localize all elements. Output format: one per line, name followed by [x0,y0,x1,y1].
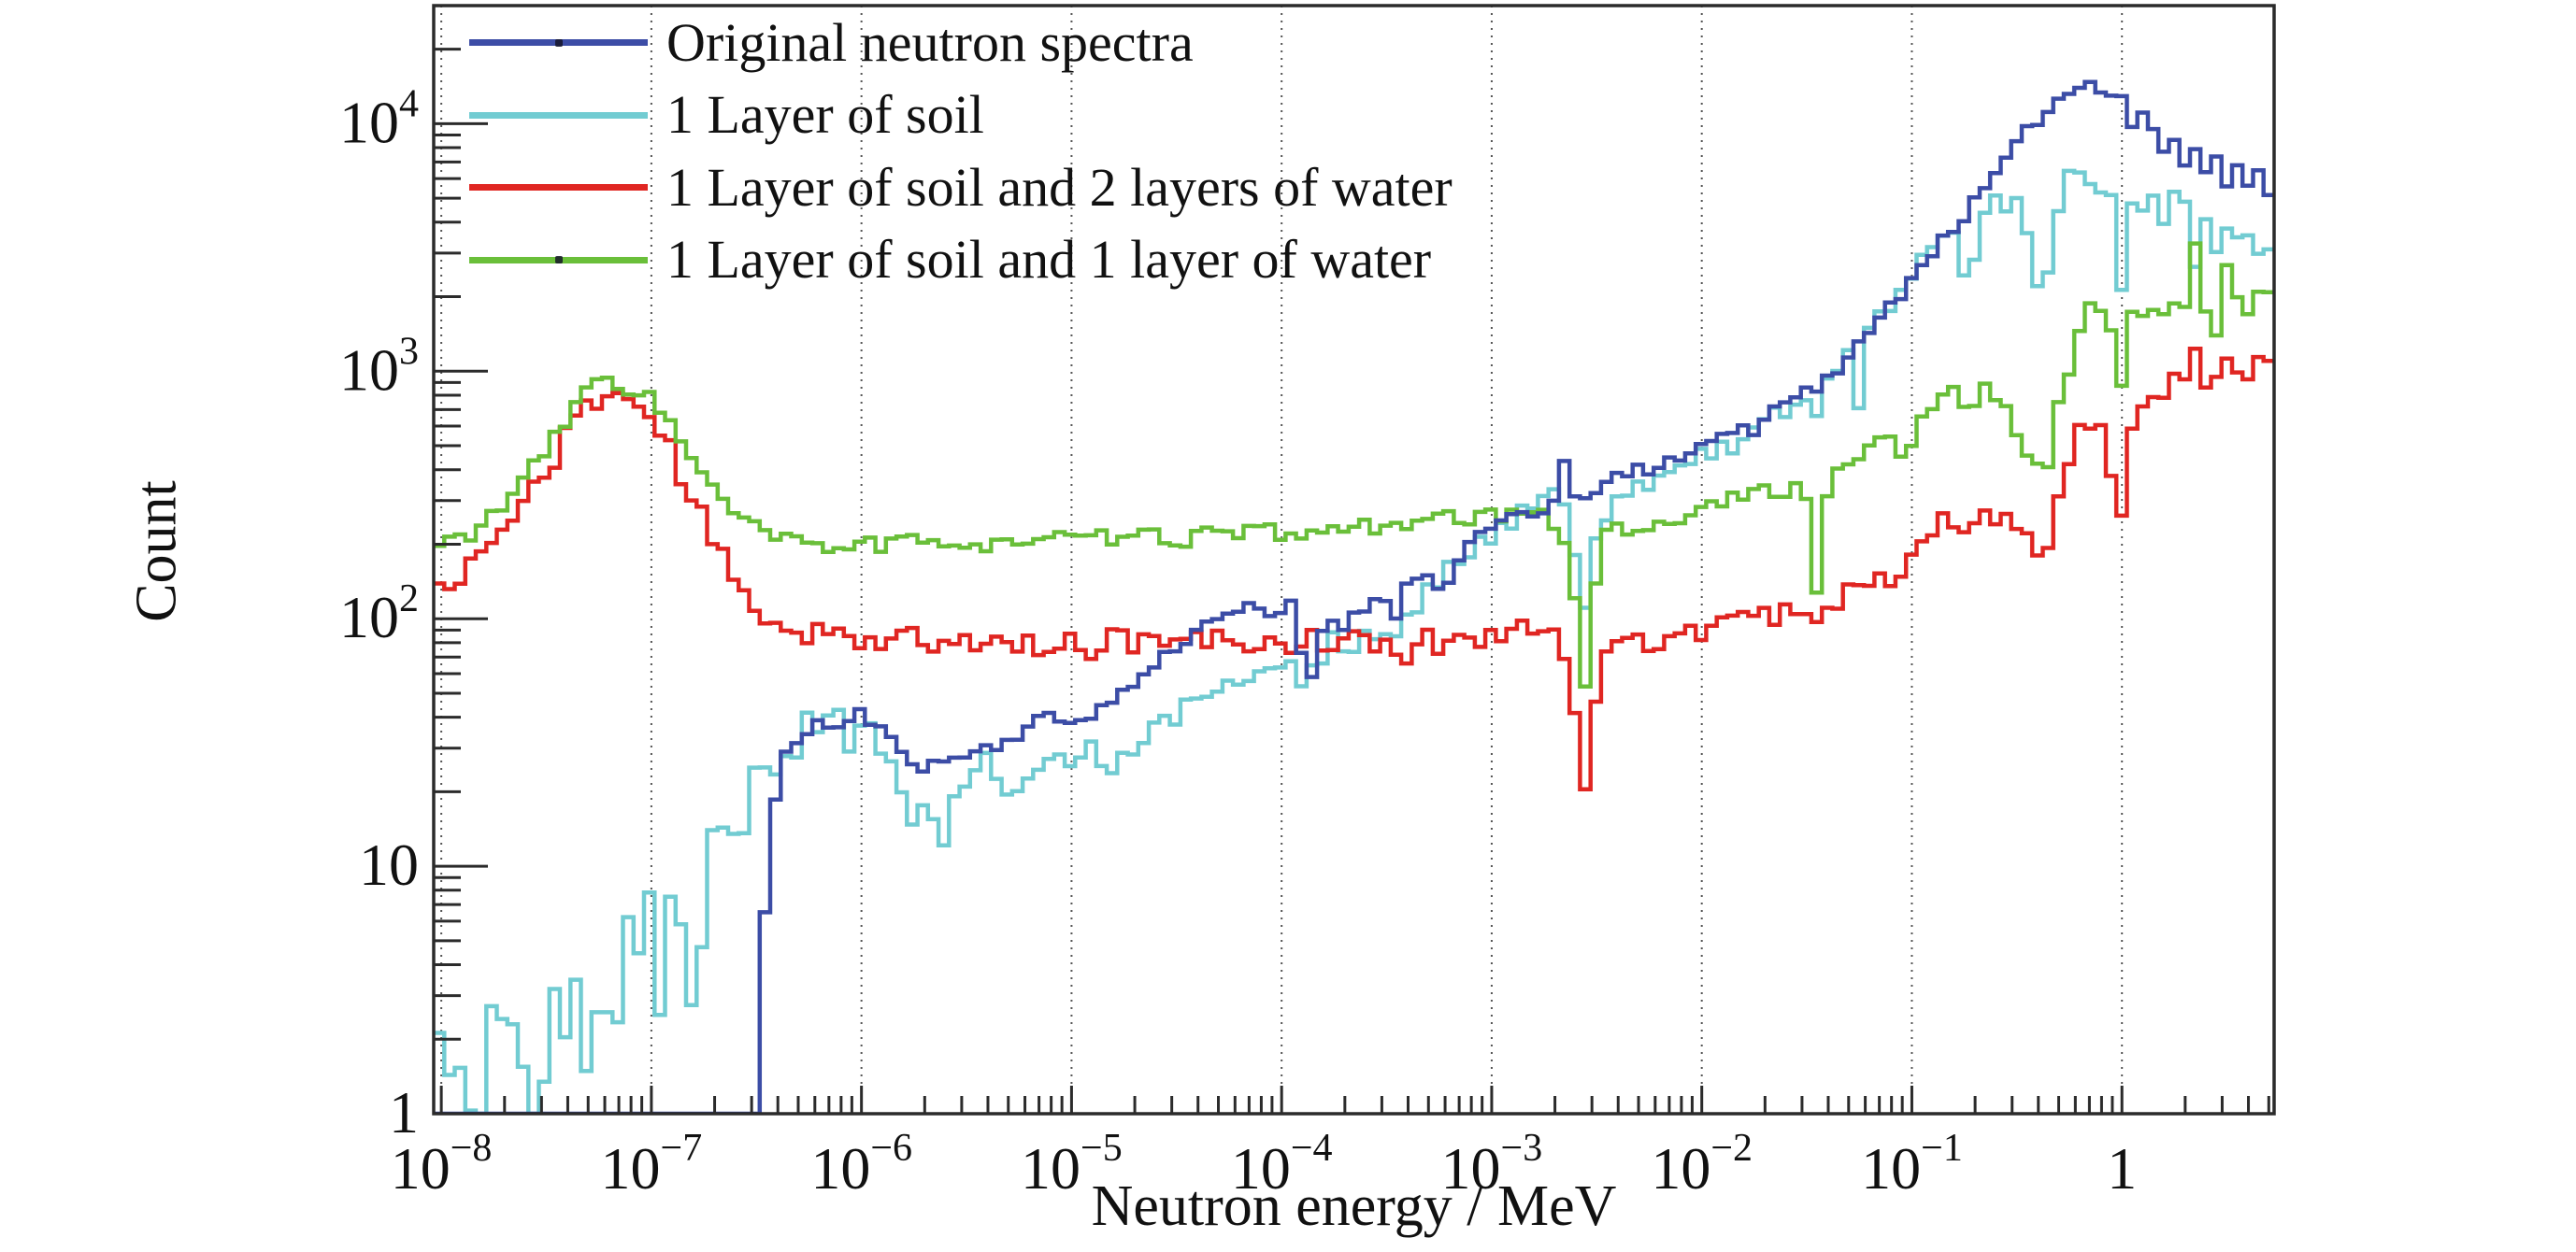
series-original-neutron-spectra [434,79,2274,1114]
x-tick-label: 10−8 [391,1127,493,1202]
legend-item-soil1: 1 Layer of soil [469,79,1453,152]
x-tick-label: 10−1 [1861,1127,1963,1202]
axis-ticks [434,48,2270,1116]
legend-marker-dot [554,38,563,47]
legend-line-original [469,38,648,47]
x-axis-title: Neutron energy / MeV [1091,1174,1617,1238]
legend-item-soil1-water1: 1 Layer of soil and 1 layer of water [469,224,1453,297]
legend-item-original: Original neutron spectra [469,7,1453,79]
x-tick-label: 10−2 [1651,1127,1753,1202]
tick-labels: 10−8 10−7 10−6 10−5 10−4 10−3 10−2 10−1 1 1 10 102 1… [339,82,2137,1202]
legend-label: 1 Layer of soil [666,84,984,146]
y-tick-label: 104 [339,82,419,155]
y-tick-label: 102 [339,577,419,650]
y-tick-label: 103 [339,330,419,403]
y-axis-title: Count [124,480,189,622]
legend-label: Original neutron spectra [666,11,1194,73]
legend-line-soil1 [469,111,648,119]
legend-marker-dot [554,256,563,264]
x-tick-label: 10−7 [601,1127,703,1202]
series-soil-1-water-1 [434,241,2274,689]
plot-frame [432,4,2276,1116]
grid-lines [440,6,2124,1114]
legend-label: 1 Layer of soil and 1 layer of water [666,229,1432,291]
x-tick-label: 10−6 [810,1127,912,1202]
y-tick-label: 10 [359,832,419,898]
x-tick-label: 1 [2107,1135,2137,1202]
x-tick-label: 10−4 [1231,1127,1333,1202]
series-group [434,79,2274,1114]
series-soil-1-water-2 [434,347,2274,792]
series-soil-1-layer [434,168,2274,1114]
x-tick-label: 10−3 [1441,1127,1543,1202]
legend-item-soil1-water2: 1 Layer of soil and 2 layers of water [469,151,1453,224]
y-tick-label: 1 [389,1079,419,1145]
legend: Original neutron spectra 1 Layer of soil… [469,7,1453,296]
legend-label: 1 Layer of soil and 2 layers of water [666,156,1453,218]
legend-line-soil1-water1 [469,256,648,264]
legend-line-soil1-water2 [469,184,648,192]
x-tick-label: 10−5 [1021,1127,1123,1202]
